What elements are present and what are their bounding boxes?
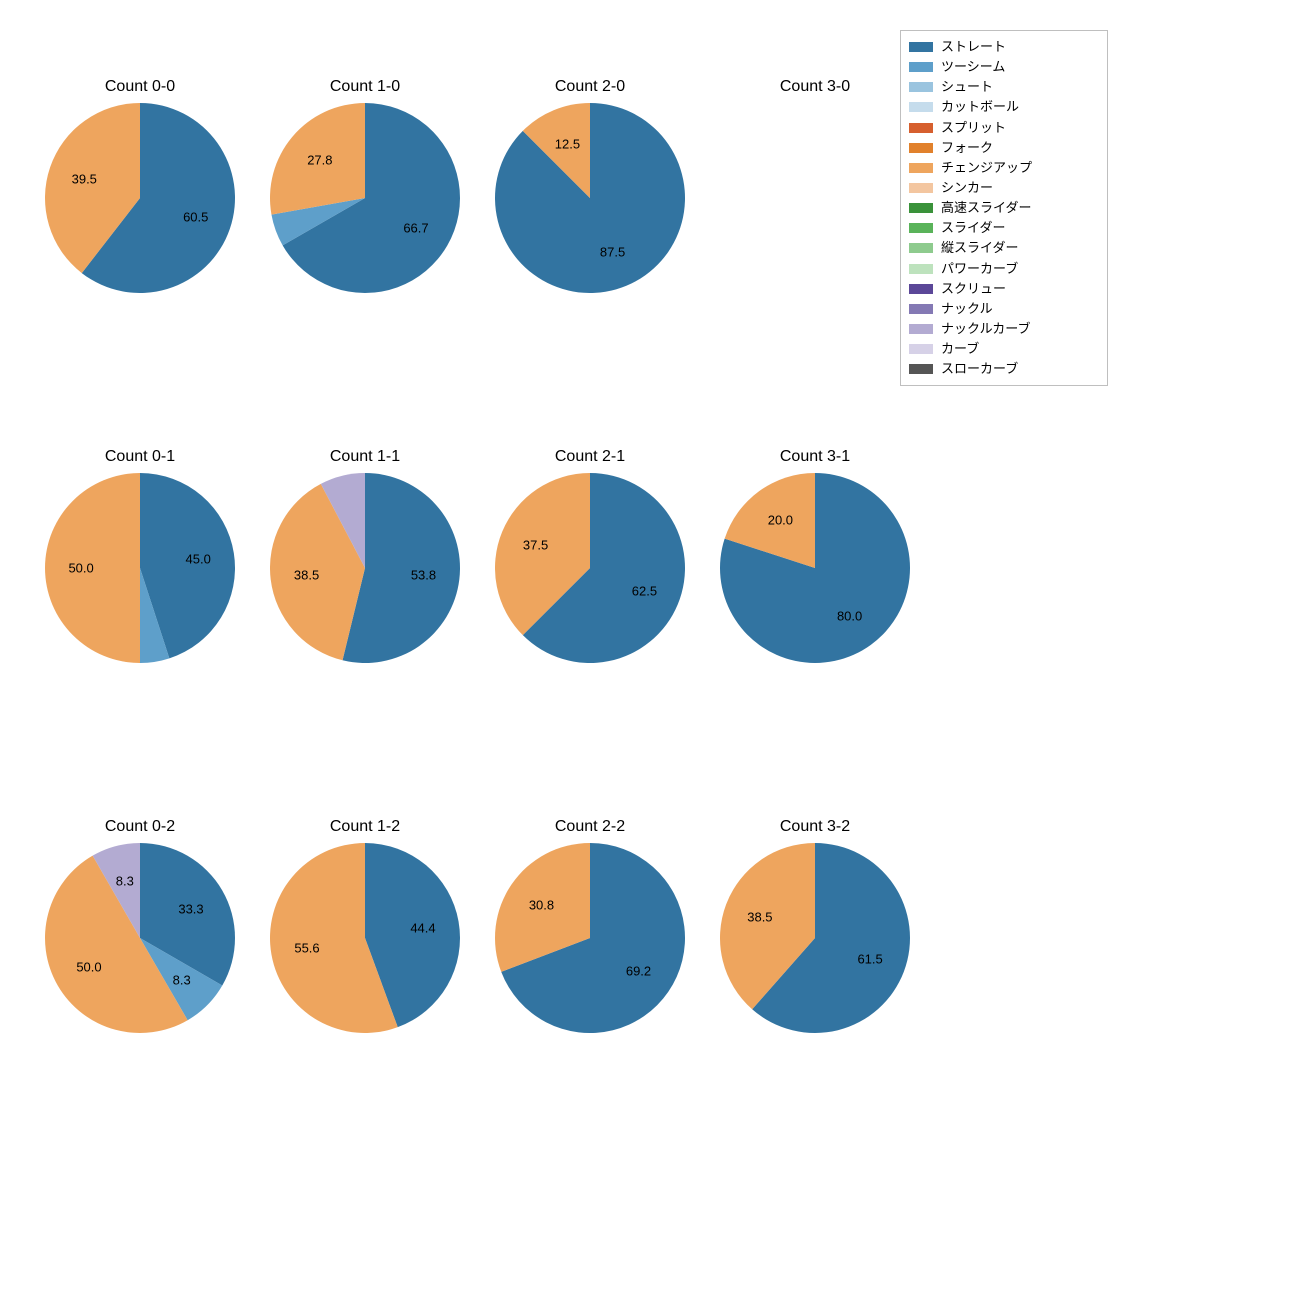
slice-label: 60.5 [183, 210, 208, 225]
slice-label: 50.0 [68, 561, 93, 576]
pie-chart [270, 103, 460, 293]
legend-swatch [909, 284, 933, 294]
legend-swatch [909, 203, 933, 213]
pie-chart [270, 843, 460, 1033]
slice-label: 53.8 [411, 568, 436, 583]
legend-label: ナックルカーブ [941, 319, 1030, 339]
chart-title: Count 1-0 [330, 78, 400, 96]
slice-label: 62.5 [632, 583, 657, 598]
legend-swatch [909, 163, 933, 173]
chart-title: Count 0-1 [105, 448, 175, 466]
legend-item: シュート [909, 77, 1099, 97]
legend-label: ナックル [941, 299, 993, 319]
legend-label: シュート [941, 77, 993, 97]
chart-title: Count 1-1 [330, 448, 400, 466]
legend-item: ナックルカーブ [909, 319, 1099, 339]
legend-label: ツーシーム [941, 57, 1005, 77]
legend-item: スプリット [909, 118, 1099, 138]
legend-swatch [909, 364, 933, 374]
legend-item: スローカーブ [909, 359, 1099, 379]
slice-label: 38.5 [747, 910, 772, 925]
slice-label: 37.5 [523, 538, 548, 553]
slice-label: 50.0 [76, 960, 101, 975]
slice-label: 44.4 [410, 920, 435, 935]
legend-swatch [909, 42, 933, 52]
legend-label: ストレート [941, 37, 1006, 57]
legend-swatch [909, 183, 933, 193]
slice-label: 27.8 [307, 153, 332, 168]
legend-label: カットボール [941, 97, 1019, 117]
legend-item: ストレート [909, 37, 1099, 57]
legend-label: 高速スライダー [941, 198, 1031, 218]
legend-label: スプリット [941, 118, 1006, 138]
legend-item: スライダー [909, 218, 1099, 238]
legend-label: シンカー [941, 178, 993, 198]
legend-item: カーブ [909, 339, 1099, 359]
legend-swatch [909, 102, 933, 112]
chart-title: Count 3-1 [780, 448, 850, 466]
slice-label: 45.0 [186, 551, 211, 566]
legend-label: スクリュー [941, 279, 1006, 299]
legend-label: スローカーブ [941, 359, 1018, 379]
slice-label: 38.5 [294, 568, 319, 583]
legend-swatch [909, 62, 933, 72]
chart-title: Count 0-0 [105, 78, 175, 96]
slice-label: 87.5 [600, 245, 625, 260]
pie-chart [495, 103, 685, 293]
legend-item: スクリュー [909, 279, 1099, 299]
slice-label: 8.3 [116, 874, 134, 889]
slice-label: 33.3 [178, 901, 203, 916]
chart-title: Count 2-2 [555, 818, 625, 836]
legend-label: カーブ [941, 339, 979, 359]
slice-label: 39.5 [72, 171, 97, 186]
slice-label: 30.8 [529, 897, 554, 912]
slice-label: 55.6 [294, 941, 319, 956]
chart-title: Count 0-2 [105, 818, 175, 836]
slice-label: 66.7 [403, 220, 428, 235]
pie-chart [720, 843, 910, 1033]
legend-label: チェンジアップ [941, 158, 1032, 178]
chart-stage: Count 0-0 60.5 39.5 Count 1-0 66.7 27.8 Count … [0, 0, 1300, 1300]
legend-swatch [909, 243, 933, 253]
pie-chart [495, 473, 685, 663]
legend-item: 高速スライダー [909, 198, 1099, 218]
slice-label: 12.5 [555, 136, 580, 151]
chart-title: Count 1-2 [330, 818, 400, 836]
legend-item: パワーカーブ [909, 259, 1099, 279]
legend-swatch [909, 344, 933, 354]
legend-swatch [909, 264, 933, 274]
pie-chart [45, 103, 235, 293]
legend-label: フォーク [941, 138, 993, 158]
legend: ストレートツーシームシュートカットボールスプリットフォークチェンジアップシンカー… [900, 30, 1108, 386]
chart-title: Count 3-0 [780, 78, 850, 96]
legend-label: 縦スライダー [941, 238, 1018, 258]
legend-item: シンカー [909, 178, 1099, 198]
legend-swatch [909, 123, 933, 133]
slice-label: 69.2 [626, 964, 651, 979]
legend-swatch [909, 223, 933, 233]
pie-chart [495, 843, 685, 1033]
legend-item: フォーク [909, 138, 1099, 158]
slice-label: 80.0 [837, 608, 862, 623]
slice-label: 8.3 [173, 972, 191, 987]
legend-label: スライダー [941, 218, 1005, 238]
pie-chart [720, 473, 910, 663]
legend-swatch [909, 82, 933, 92]
chart-title: Count 2-0 [555, 78, 625, 96]
pie-chart [45, 843, 235, 1033]
legend-swatch [909, 324, 933, 334]
legend-item: カットボール [909, 97, 1099, 117]
chart-title: Count 3-2 [780, 818, 850, 836]
legend-item: チェンジアップ [909, 158, 1099, 178]
legend-label: パワーカーブ [941, 259, 1018, 279]
chart-title: Count 2-1 [555, 448, 625, 466]
legend-swatch [909, 143, 933, 153]
legend-item: ナックル [909, 299, 1099, 319]
legend-item: 縦スライダー [909, 238, 1099, 258]
legend-swatch [909, 304, 933, 314]
slice-label: 20.0 [768, 513, 793, 528]
slice-label: 61.5 [857, 951, 882, 966]
legend-item: ツーシーム [909, 57, 1099, 77]
